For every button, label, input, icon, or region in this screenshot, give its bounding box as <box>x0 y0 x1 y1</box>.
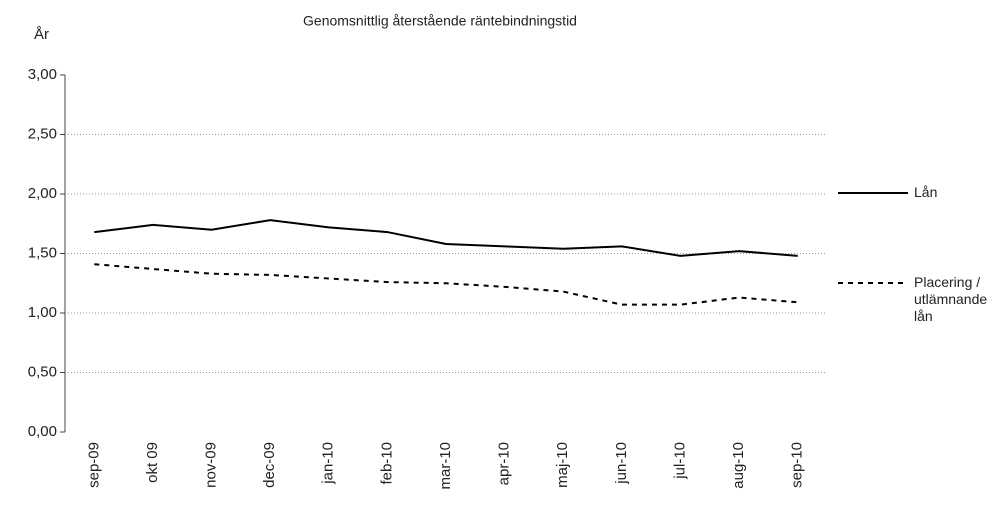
x-tick-label: jul-10 <box>671 442 688 480</box>
x-tick-label: nov-09 <box>203 442 220 488</box>
x-tick-label: jan-10 <box>320 442 337 485</box>
y-tick-label: 0,00 <box>28 423 57 440</box>
y-axis-label: År <box>34 26 49 43</box>
x-tick-label: sep-10 <box>789 442 806 488</box>
y-tick-label: 1,00 <box>28 304 57 321</box>
x-tick-label: dec-09 <box>261 442 278 488</box>
y-tick-label: 1,50 <box>28 244 57 261</box>
legend-label: Lån <box>914 184 938 200</box>
x-tick-label: sep-09 <box>85 442 102 488</box>
x-tick-label: aug-10 <box>730 442 747 489</box>
x-tick-label: maj-10 <box>554 442 571 488</box>
x-tick-label: apr-10 <box>496 442 513 485</box>
x-tick-label: okt 09 <box>144 442 161 483</box>
chart-title: Genomsnittlig återstående räntebindnings… <box>303 13 577 29</box>
y-tick-label: 3,00 <box>28 66 57 83</box>
y-tick-label: 2,50 <box>28 125 57 142</box>
x-tick-label: jun-10 <box>613 442 630 485</box>
legend-label: Placering / utlämnande lån <box>914 274 988 324</box>
y-tick-label: 0,50 <box>28 363 57 380</box>
line-series <box>94 263 798 306</box>
x-tick-label: feb-10 <box>378 442 395 485</box>
y-tick-label: 2,00 <box>28 185 57 202</box>
line-series <box>94 219 798 257</box>
x-tick-label: mar-10 <box>437 442 454 490</box>
